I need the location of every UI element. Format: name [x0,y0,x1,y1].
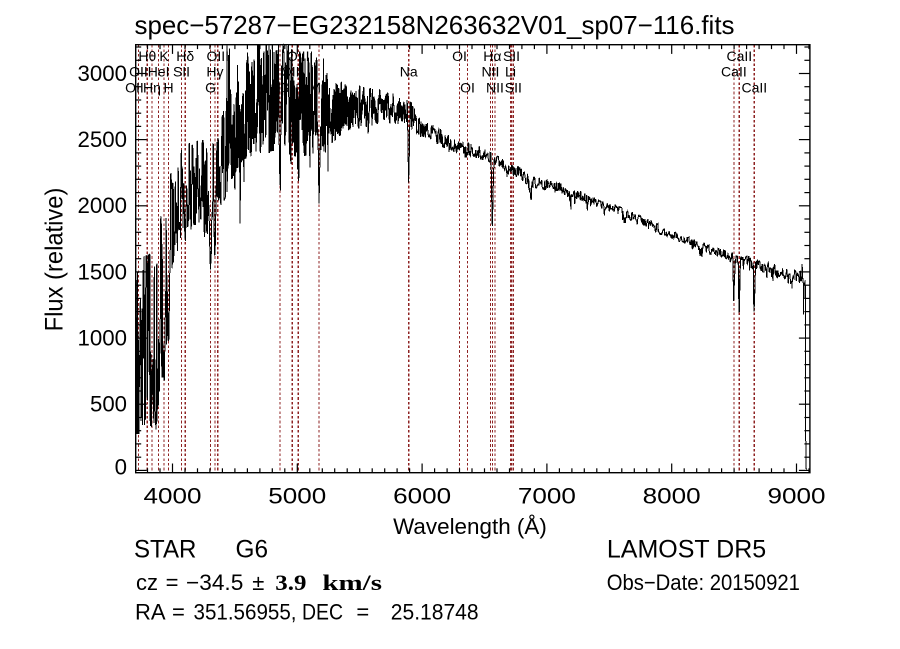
svg-text:SII: SII [173,64,190,80]
svg-text:RA: RA [135,599,166,624]
svg-text:DEC: DEC [302,599,343,624]
svg-text:Flux (relative): Flux (relative) [41,188,69,332]
svg-text:Hα: Hα [483,48,501,64]
svg-text:STAR: STAR [134,536,196,564]
svg-text:HeI: HeI [148,64,170,80]
svg-text:OIII: OIII [207,48,230,64]
svg-text:1000: 1000 [78,326,128,351]
svg-text:Obs−Date: 20150921: Obs−Date: 20150921 [607,570,800,595]
svg-text:351.56955,: 351.56955, [194,599,297,624]
svg-text:NII: NII [486,80,504,96]
svg-text:K: K [159,48,169,64]
svg-text:OII: OII [125,80,144,96]
svg-text:OIII: OIII [287,48,310,64]
svg-text:km/s: km/s [322,570,382,595]
svg-text:5000: 5000 [268,484,326,509]
svg-text:=: = [166,570,179,595]
svg-text:3000: 3000 [78,61,128,86]
svg-text:2500: 2500 [78,127,128,152]
svg-text:H: H [163,80,173,96]
svg-text:NII: NII [482,64,500,80]
svg-text:Hδ: Hδ [176,48,194,64]
svg-text:3.9: 3.9 [275,570,306,595]
svg-text:2000: 2000 [78,193,128,218]
svg-text:6000: 6000 [393,484,451,509]
svg-text:Wavelength (Å): Wavelength (Å) [393,514,547,539]
svg-text:Hγ: Hγ [206,64,223,80]
svg-text:=: = [172,599,185,624]
svg-text:Na: Na [400,64,418,80]
svg-text:=: = [356,599,369,624]
svg-text:OI: OI [452,48,467,64]
svg-text:G6: G6 [236,536,269,564]
svg-text:0: 0 [115,454,127,479]
svg-text:±: ± [252,570,264,595]
svg-text:1500: 1500 [78,259,128,284]
svg-text:−34.5: −34.5 [186,570,243,595]
svg-text:OII: OII [129,64,148,80]
svg-text:CaII: CaII [726,48,752,64]
svg-text:Hη: Hη [143,80,161,96]
svg-text:SII: SII [503,48,520,64]
svg-text:9000: 9000 [768,484,826,509]
svg-text:Hθ: Hθ [138,48,156,64]
svg-text:cz: cz [136,570,158,595]
svg-text:LAMOST DR5: LAMOST DR5 [607,536,766,564]
svg-text:25.18748: 25.18748 [391,599,479,624]
svg-text:SII: SII [505,80,522,96]
svg-text:G: G [205,80,216,96]
svg-text:OI: OI [460,80,475,96]
svg-text:CaII: CaII [741,80,767,96]
svg-text:500: 500 [90,392,127,417]
svg-text:spec−57287−EG232158N263632V01_: spec−57287−EG232158N263632V01_sp07−116.f… [135,10,735,40]
svg-text:7000: 7000 [518,484,576,509]
svg-text:Li: Li [505,64,516,80]
svg-text:8000: 8000 [643,484,701,509]
svg-text:4000: 4000 [144,484,202,509]
svg-text:CaII: CaII [721,64,747,80]
